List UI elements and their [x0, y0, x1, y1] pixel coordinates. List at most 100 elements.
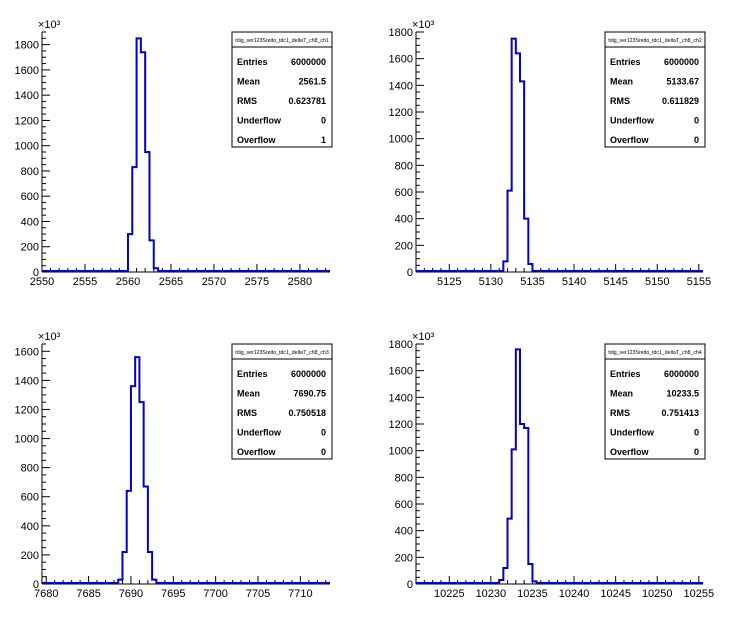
stats-label: Underflow	[610, 116, 655, 126]
x-tick-label: 5155	[687, 276, 711, 288]
stats-label: Mean	[237, 77, 260, 87]
stats-box: tdig_ser123Sredo_tdc1_deltaT_ch8_ch2 Entr…	[604, 31, 706, 148]
y-tick-label: 600	[21, 191, 39, 203]
stats-label: Overflow	[237, 447, 277, 457]
y-tick-label: 200	[21, 550, 39, 562]
y-tick-label: 600	[395, 187, 413, 199]
x-tick-label: 5150	[645, 276, 669, 288]
x-tick-label: 5130	[479, 276, 503, 288]
x-tick-label: 10230	[476, 588, 507, 600]
stats-box: tdig_ser123Sredo_tdc1_deltaT_ch8_ch4 Entr…	[604, 343, 706, 460]
x-tick-label: 2555	[73, 276, 97, 288]
y-tick-label: 1800	[15, 40, 39, 52]
x-tick-label: 10235	[517, 588, 548, 600]
stats-label: Overflow	[610, 447, 650, 457]
stats-label: Entries	[610, 57, 641, 67]
stats-label: Mean	[237, 389, 260, 399]
stats-label: Mean	[610, 389, 633, 399]
y-tick-label: 1800	[389, 27, 413, 39]
stats-box: tdig_ser123Sredo_tdc1_deltaT_ch8_ch3 Entr…	[231, 343, 333, 460]
y-tick-label: 1200	[389, 419, 413, 431]
histogram-title: tdig_ser123Sredo_tdc1_deltaT_ch8_ch3	[235, 350, 329, 356]
stats-label: RMS	[237, 408, 257, 418]
x-tick-label: 5145	[603, 276, 627, 288]
stats-value: 0.611829	[662, 96, 699, 106]
stats-value: 10233.5	[666, 389, 699, 399]
stats-box-frame	[231, 31, 333, 148]
x-tick-label: 2580	[288, 276, 312, 288]
stats-label: Overflow	[610, 135, 650, 145]
histogram-pad-4: 0 200 400 600 800 1000 1200 1400 1600 1800 10225 10…	[389, 331, 715, 600]
stats-label: Underflow	[237, 428, 282, 438]
x-tick-label: 7695	[161, 588, 185, 600]
x-tick-label: 2565	[159, 276, 183, 288]
y-tick-label: 1200	[15, 404, 39, 416]
y-tick-label: 200	[21, 242, 39, 254]
histogram-title: tdig_ser123Sredo_tdc1_deltaT_ch8_ch4	[608, 350, 702, 356]
stats-label: Underflow	[237, 116, 282, 126]
y-tick-label: 0	[407, 267, 413, 279]
stats-value: 0.750518	[288, 408, 326, 418]
stats-value: 6000000	[291, 369, 326, 379]
stats-value: 0	[694, 447, 699, 457]
y-tick-label: 1600	[389, 54, 413, 66]
stats-label: Entries	[610, 369, 641, 379]
y-tick-label: 1400	[15, 375, 39, 387]
y-tick-label: 1400	[389, 80, 413, 92]
x-tick-label: 2575	[245, 276, 269, 288]
x-tick-label: 7680	[34, 588, 58, 600]
y-tick-label: 400	[21, 216, 39, 228]
stats-value: 2561.5	[298, 77, 326, 87]
stats-value: 0	[321, 447, 326, 457]
y-exponent-label: ×10³	[38, 331, 61, 343]
x-tick-label: 7700	[203, 588, 227, 600]
stats-box-frame	[604, 343, 706, 460]
stats-value: 0	[694, 428, 699, 438]
y-tick-label: 200	[395, 552, 413, 564]
y-tick-label: 800	[21, 463, 39, 475]
x-tick-label: 10245	[600, 588, 631, 600]
y-tick-label: 0	[407, 579, 413, 591]
stats-label: RMS	[237, 96, 257, 106]
histogram-pad-3: 0 200 400 600 800 1000 1200 1400 1600 7680 7685 769…	[15, 331, 333, 600]
x-tick-label: 10250	[642, 588, 673, 600]
stats-value: 0	[321, 428, 326, 438]
stats-value: 6000000	[664, 369, 699, 379]
x-tick-label: 7710	[288, 588, 312, 600]
stats-value: 1	[321, 135, 326, 145]
y-tick-label: 0	[33, 267, 39, 279]
histogram-outline	[42, 37, 330, 272]
stats-label: Overflow	[237, 135, 277, 145]
y-tick-label: 800	[395, 160, 413, 172]
histogram-outline	[416, 37, 703, 272]
y-tick-label: 1000	[15, 141, 39, 153]
stats-value: 6000000	[664, 57, 699, 67]
x-tick-label: 2560	[116, 276, 140, 288]
histogram-outline	[42, 356, 330, 584]
y-tick-label: 1400	[15, 90, 39, 102]
y-tick-label: 200	[395, 240, 413, 252]
stats-box-frame	[231, 343, 333, 460]
y-tick-label: 0	[33, 579, 39, 591]
stats-value: 7690.75	[293, 389, 326, 399]
y-tick-label: 400	[21, 521, 39, 533]
x-tick-label: 5125	[437, 276, 461, 288]
y-tick-label: 600	[21, 492, 39, 504]
y-exponent-label: ×10³	[412, 331, 435, 343]
stats-value: 0.751413	[661, 408, 699, 418]
y-tick-label: 800	[21, 166, 39, 178]
y-tick-label: 1800	[389, 339, 413, 351]
y-tick-label: 1600	[15, 346, 39, 358]
y-exponent-label: ×10³	[412, 19, 435, 31]
stats-box: tdig_ser123Sredo_tdc1_deltaT_ch8_ch1 Entr…	[231, 31, 333, 148]
y-tick-label: 400	[395, 526, 413, 538]
y-tick-label: 1200	[15, 115, 39, 127]
x-tick-label: 7685	[76, 588, 100, 600]
y-tick-label: 400	[395, 214, 413, 226]
x-tick-label: 5135	[520, 276, 544, 288]
x-tick-label: 2550	[30, 276, 54, 288]
x-tick-label: 7690	[119, 588, 143, 600]
histogram-title: tdig_ser123Sredo_tdc1_deltaT_ch8_ch2	[608, 38, 702, 44]
y-tick-label: 1000	[389, 134, 413, 146]
